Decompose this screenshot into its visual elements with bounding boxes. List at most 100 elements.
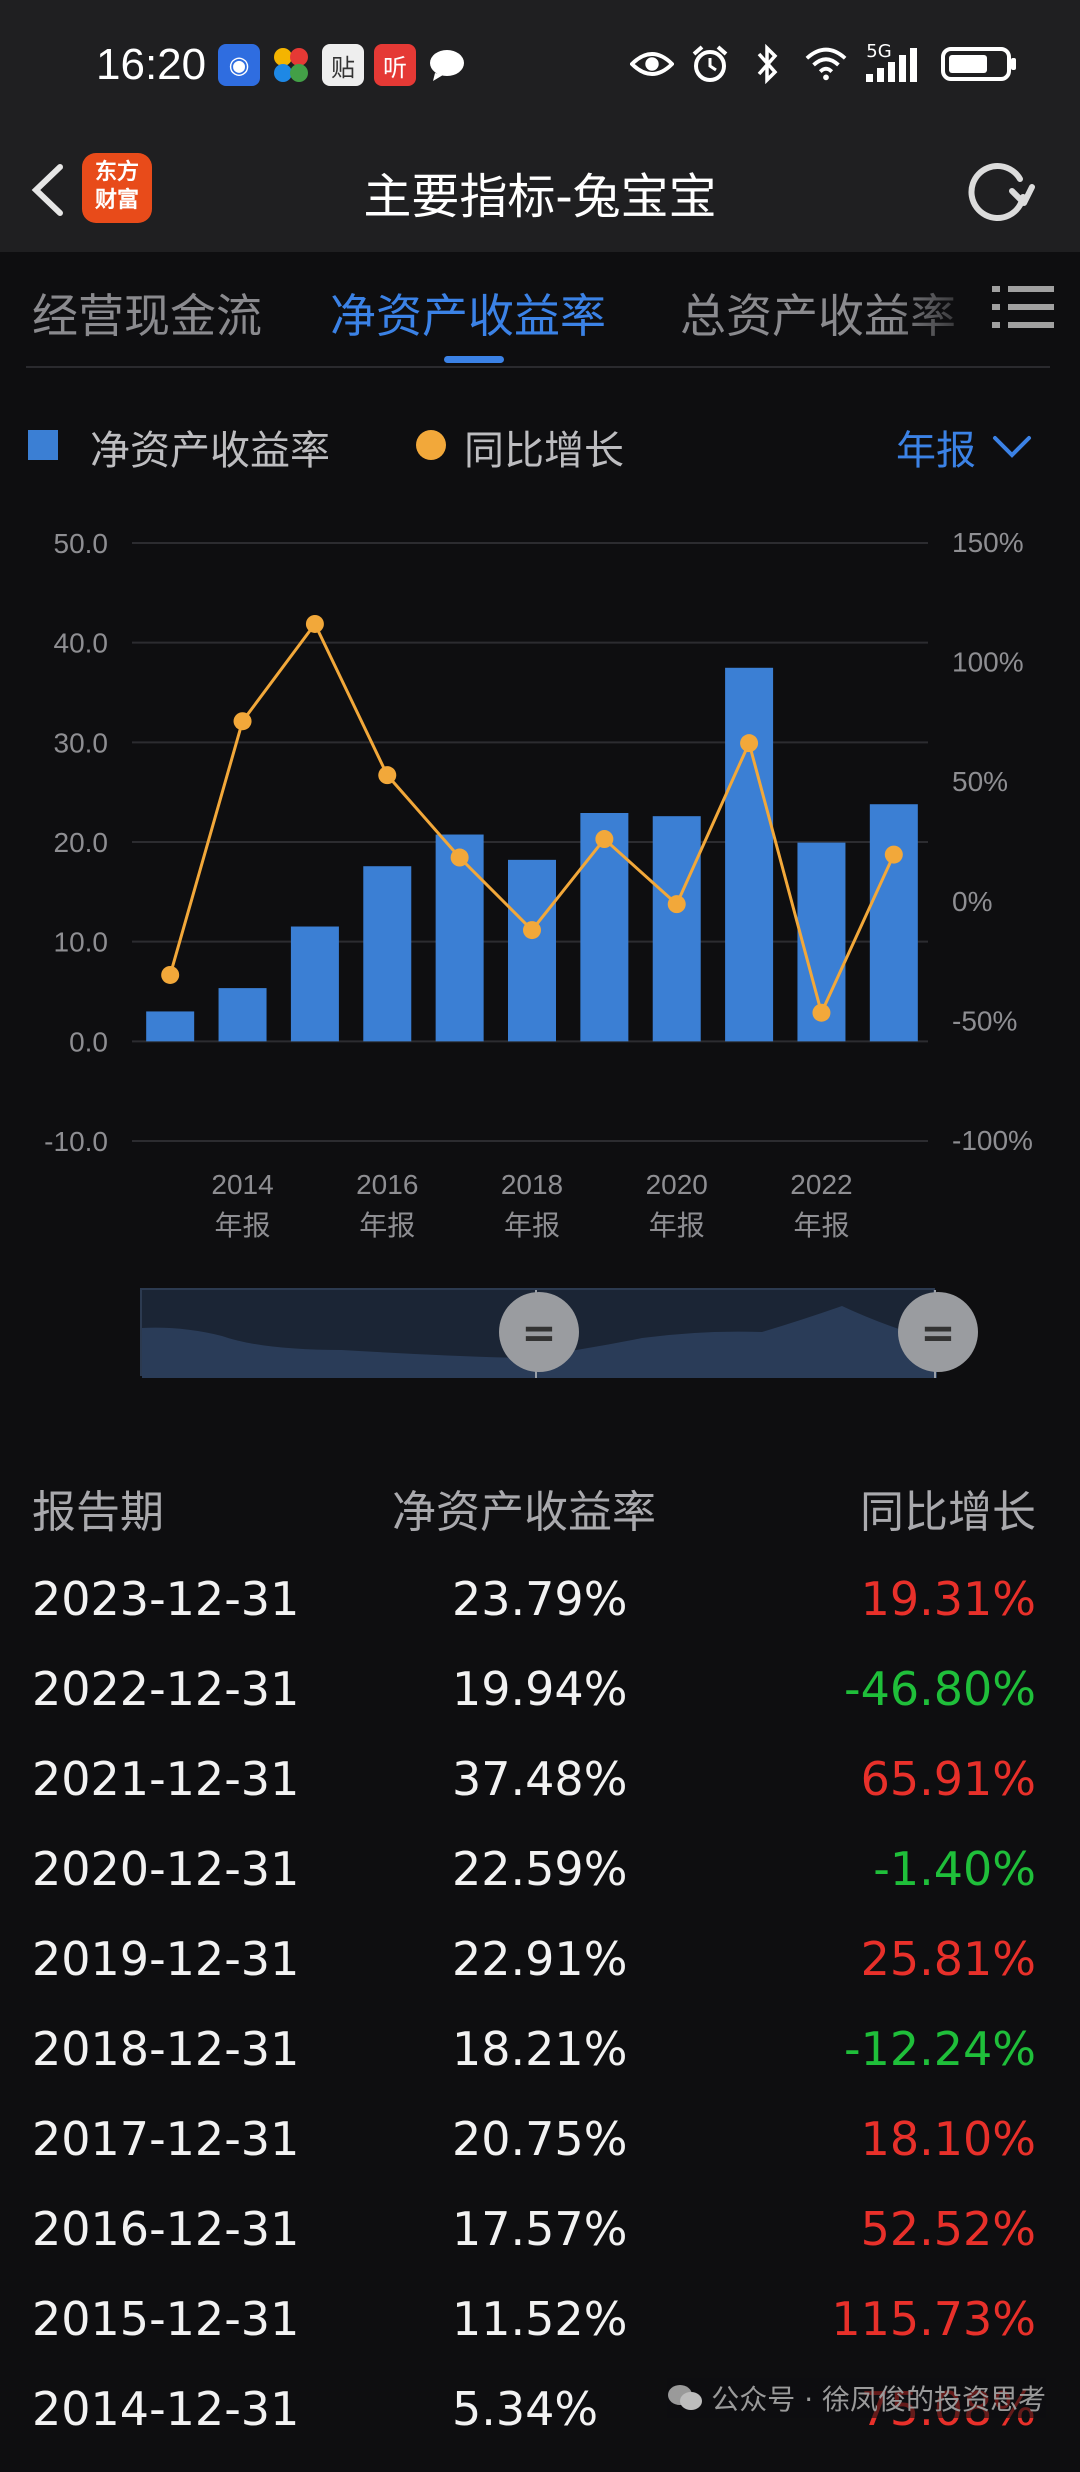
bar-2023 xyxy=(869,804,918,1042)
bar-2016 xyxy=(363,866,412,1042)
period-label: 年报 xyxy=(896,428,976,474)
right-axis-tick: -100% xyxy=(952,1125,1033,1156)
logo-line1: 东方 xyxy=(94,160,139,185)
logo-line2: 财富 xyxy=(94,188,139,213)
notification-icons: ◉ 贴 听 xyxy=(218,44,468,86)
row-date: 2017-12-31 xyxy=(32,2112,300,2166)
network-type: 5G xyxy=(866,40,892,62)
col-header-roe: 净资产收益率 xyxy=(392,1487,656,1538)
app-logo[interactable]: 东方 财富 xyxy=(82,153,152,223)
listen-app-icon: 听 xyxy=(374,44,416,86)
yoy-point-2022 xyxy=(812,1003,831,1022)
refresh-button[interactable] xyxy=(962,153,1036,227)
x-tick-sub: 年报 xyxy=(359,1209,415,1242)
right-axis-tick: 100% xyxy=(952,647,1024,678)
bar-2013 xyxy=(146,1011,195,1042)
roe-chart: 50.0 40.0 30.0 20.0 10.0 0.0 -10.0 150% 100% 50% 0… xyxy=(44,527,1033,1242)
legend-line-swatch xyxy=(416,430,446,460)
row-date: 2014-12-31 xyxy=(32,2382,300,2436)
yoy-point-2018 xyxy=(523,921,541,940)
row-date: 2023-12-31 xyxy=(32,1572,300,1626)
row-yoy: -1.40% xyxy=(873,1842,1036,1896)
row-roe: 20.75% xyxy=(452,2112,628,2166)
bar-2014 xyxy=(218,988,267,1042)
row-roe: 11.52% xyxy=(452,2292,628,2346)
tab-bar: 经营现金流 净资产收益率 总资产收益率 xyxy=(0,252,1080,368)
row-roe: 23.79% xyxy=(452,1572,628,1626)
pinwheel-app-icon xyxy=(270,44,312,86)
left-axis-tick: 20.0 xyxy=(54,827,109,858)
row-yoy: -12.24% xyxy=(844,2022,1036,2076)
chevron-down-icon xyxy=(993,436,1031,458)
navigator-right-handle[interactable]: = xyxy=(898,1292,978,1372)
x-tick-year: 2022 xyxy=(790,1169,852,1200)
tabs-fade xyxy=(890,252,990,368)
legend-yoy-label: 同比增长 xyxy=(464,428,624,474)
bar-2020 xyxy=(652,816,701,1042)
col-header-period: 报告期 xyxy=(32,1487,164,1538)
table-row[interactable]: 2022-12-31 19.94% -46.80% xyxy=(0,1662,1080,1752)
row-roe: 17.57% xyxy=(452,2202,628,2256)
status-bar: 16:20 ◉ 贴 听 5G xyxy=(0,0,1080,135)
left-axis-tick: 40.0 xyxy=(54,628,109,659)
tab-divider xyxy=(26,366,1050,368)
app-notification-icon: ◉ xyxy=(218,44,260,86)
x-tick-year: 2016 xyxy=(356,1169,418,1200)
range-navigator[interactable]: = = xyxy=(140,1288,978,1378)
row-yoy: 52.52% xyxy=(860,2202,1036,2256)
battery-icon xyxy=(940,42,1020,86)
right-axis-tick: 0% xyxy=(952,886,992,917)
table-row[interactable]: 2023-12-31 23.79% 19.31% xyxy=(0,1572,1080,1662)
left-axis-tick: 0.0 xyxy=(69,1026,108,1057)
row-yoy: 18.10% xyxy=(860,2112,1036,2166)
page-title: 主要指标-兔宝宝 xyxy=(363,169,717,225)
period-selector[interactable]: 年报 xyxy=(896,418,1032,476)
left-axis-tick: 30.0 xyxy=(54,727,109,758)
tab-menu-button[interactable] xyxy=(992,282,1054,332)
bar-2021 xyxy=(725,667,774,1042)
wechat-icon xyxy=(668,2385,703,2410)
row-roe: 19.94% xyxy=(452,1662,628,1716)
bar-2018 xyxy=(508,859,556,1042)
row-roe: 22.59% xyxy=(452,1842,628,1896)
x-tick-sub: 年报 xyxy=(649,1209,705,1242)
row-date: 2015-12-31 xyxy=(32,2292,300,2346)
bar-2015 xyxy=(290,926,339,1042)
table-row[interactable]: 2017-12-31 20.75% 18.10% xyxy=(0,2112,1080,2202)
row-roe: 37.48% xyxy=(452,1752,628,1806)
tieba-app-icon: 贴 xyxy=(322,44,364,86)
tab-operating-cashflow[interactable]: 经营现金流 xyxy=(32,289,262,343)
bar-2017 xyxy=(435,834,484,1042)
yoy-point-2014 xyxy=(233,712,252,731)
right-axis-tick: 150% xyxy=(952,527,1024,558)
yoy-point-2013 xyxy=(161,965,180,984)
watermark-text: 公众号 · 徐凤俊的投资思考 xyxy=(711,2383,1046,2416)
right-axis-tick: 50% xyxy=(952,766,1008,797)
menu-list-icon xyxy=(992,286,1054,328)
row-roe: 22.91% xyxy=(452,1932,628,1986)
row-yoy: 25.81% xyxy=(860,1932,1036,1986)
table-row[interactable]: 2019-12-31 22.91% 25.81% xyxy=(0,1932,1080,2022)
table-row[interactable]: 2015-12-31 11.52% 115.73% xyxy=(0,2292,1080,2382)
navigator-left-handle[interactable]: = xyxy=(499,1292,579,1372)
yoy-point-2019 xyxy=(595,830,614,849)
wifi-icon xyxy=(804,42,848,86)
back-button[interactable] xyxy=(22,155,82,225)
row-roe: 18.21% xyxy=(452,2022,628,2076)
tab-roe[interactable]: 净资产收益率 xyxy=(330,289,606,343)
signal-icon: 5G xyxy=(862,40,926,86)
row-yoy: 115.73% xyxy=(831,2292,1036,2346)
row-date: 2022-12-31 xyxy=(32,1662,300,1716)
left-axis-tick: -10.0 xyxy=(44,1126,108,1157)
yoy-point-2017 xyxy=(450,848,469,867)
table-row[interactable]: 2016-12-31 17.57% 52.52% xyxy=(0,2202,1080,2292)
refresh-icon xyxy=(968,163,1035,221)
row-yoy: 19.31% xyxy=(860,1572,1036,1626)
row-date: 2020-12-31 xyxy=(32,1842,300,1896)
row-date: 2019-12-31 xyxy=(32,1932,300,1986)
table-row[interactable]: 2018-12-31 18.21% -12.24% xyxy=(0,2022,1080,2112)
yoy-point-2021 xyxy=(740,734,759,753)
row-date: 2021-12-31 xyxy=(32,1752,300,1806)
table-row[interactable]: 2020-12-31 22.59% -1.40% xyxy=(0,1842,1080,1932)
table-row[interactable]: 2021-12-31 37.48% 65.91% xyxy=(0,1752,1080,1842)
